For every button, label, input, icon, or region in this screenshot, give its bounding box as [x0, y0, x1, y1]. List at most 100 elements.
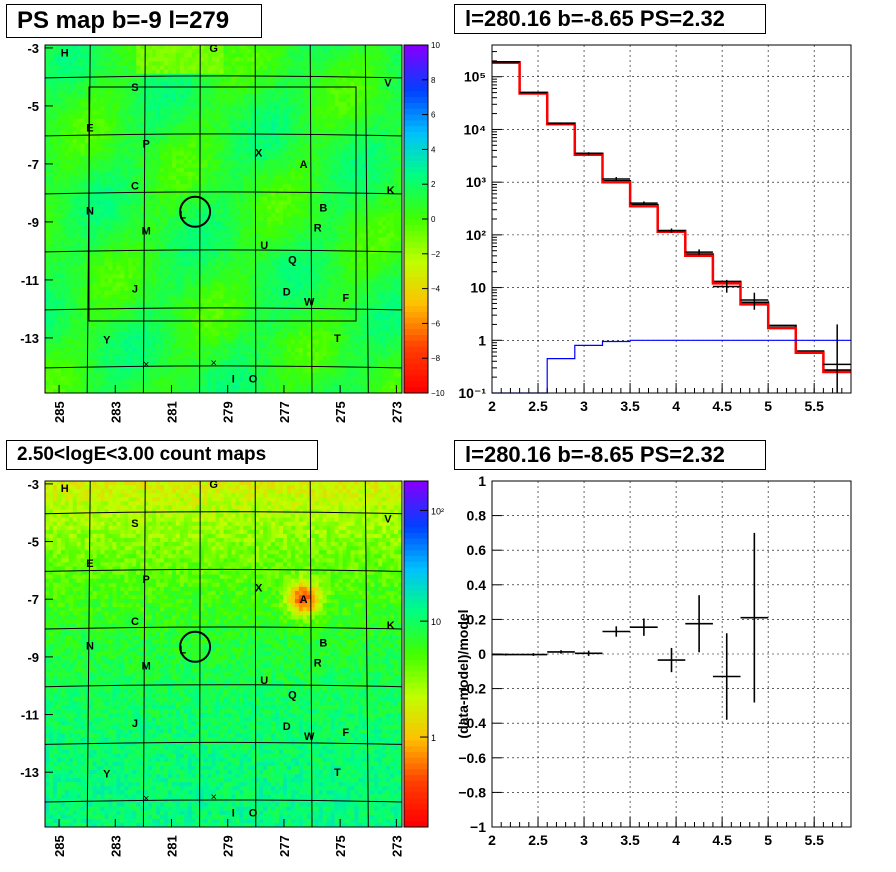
count-map-coordinate-grid [44, 480, 403, 828]
ps-map-roi-box [88, 86, 357, 322]
residual-x-tick-label: 2 [488, 832, 496, 848]
residual-data-point [685, 595, 713, 653]
spectrum-data-point [574, 152, 603, 155]
spectrum-data-point [823, 324, 851, 393]
count-map-source-label: L [179, 645, 186, 657]
ps-map-source-label: E [86, 123, 93, 135]
count-map-source-label: O [249, 808, 258, 820]
ps-map-frame [44, 44, 403, 394]
residual-y-axis-label: (data-model)/model [455, 609, 471, 738]
residual-data-point [630, 618, 658, 636]
ps-map-y-tick-label: -3 [27, 41, 39, 56]
ps-map-source-label: N [86, 205, 94, 217]
residual-y-tick-label: −0.6 [458, 750, 486, 766]
residual-data-point [574, 650, 603, 656]
count-map-source-label: B [319, 637, 327, 649]
count-map-source-label: I [232, 808, 235, 820]
spectrum-x-tick-label: 5.5 [804, 398, 824, 414]
count-map-x-tick-label: 273 [389, 835, 404, 857]
count-map-pixels [45, 481, 403, 828]
spectrum-data-point [712, 279, 741, 293]
residual-x-tick-label: 2.5 [528, 832, 548, 848]
spectrum-x-tick-label: 4.5 [712, 398, 732, 414]
spectrum-data-point [657, 228, 686, 233]
ps-map-pixels [45, 45, 403, 394]
spectrum-x-tick-label: 4 [672, 398, 680, 414]
count-map-x-tick-label: 281 [164, 835, 179, 857]
count-map-colorbar-tick-label: 10 [431, 617, 441, 627]
ps-map-source-label: G [209, 43, 218, 55]
ps-map-colorbar-tick-label: −4 [431, 285, 441, 294]
count-map-source-label: M [142, 661, 151, 673]
ps-map-colorbar-tick-label: −8 [431, 354, 441, 363]
count-map-source-label: F [342, 727, 349, 739]
count-map-source-label: T [334, 767, 341, 779]
ps-map-coordinate-grid [44, 44, 403, 394]
count-map-y-tick-label: -13 [20, 765, 39, 780]
count-map-cross-mark: × [210, 792, 216, 804]
residual-data-point [712, 633, 741, 720]
count-map-source-label: V [384, 513, 392, 525]
count-map-colorbar-tick-label: 10² [431, 506, 444, 516]
ps-map-source-label: W [304, 297, 315, 309]
count-map-y-tick-label: -3 [27, 477, 39, 492]
residual-y-tick-label: 0.8 [467, 508, 487, 524]
ps-map-colorbar-tick-label: −2 [431, 250, 441, 259]
ps-map-y-tick-label: -7 [27, 157, 39, 172]
ps-map-source-label: O [249, 374, 258, 386]
spectrum-x-tick-label: 2.5 [528, 398, 548, 414]
spectrum-data-step-line [492, 61, 851, 372]
ps-map-x-tick-label: 285 [52, 401, 67, 423]
count-map-x-tick-label: 277 [277, 835, 292, 857]
count-map-source-label: S [131, 518, 138, 530]
count-map-colorbar [404, 481, 428, 828]
count-map-y-tick-label: -7 [27, 592, 39, 607]
count-map-source-label: G [209, 479, 218, 491]
spectrum-background-step-line [492, 339, 851, 394]
count-map-source-label: A [300, 594, 308, 606]
ps-map-source-label: X [255, 147, 263, 159]
ps-map-source-label: J [132, 284, 138, 296]
count-map-title: 2.50<logE<3.00 count maps [6, 440, 318, 470]
ps-map-source-label: B [319, 202, 327, 214]
ps-map-y-tick-label: -9 [27, 215, 39, 230]
ps-map-y-tick-label: -11 [21, 273, 39, 288]
residual-x-tick-label: 3 [580, 832, 588, 848]
spectrum-x-tick-label: 5 [764, 398, 772, 414]
ps-map-source-label: H [61, 47, 69, 59]
residual-data-point [657, 647, 686, 673]
residual-y-tick-label: −0.2 [458, 681, 486, 697]
count-map-x-tick-label: 279 [221, 835, 236, 857]
count-map-x-tick-label: 283 [108, 835, 123, 857]
ps-map-colorbar-tick-label: −6 [431, 319, 441, 328]
spectrum-data-point [602, 177, 631, 182]
spectrum-data-point [685, 249, 713, 256]
residual-x-tick-label: 4 [672, 832, 680, 848]
residual-data-point [602, 626, 631, 637]
ps-map-x-tick-label: 273 [389, 401, 404, 423]
residual-data-point [740, 532, 769, 703]
ps-map-source-label: M [142, 226, 151, 238]
ps-map-source-label: S [131, 82, 138, 94]
count-map-y-tick-label: -11 [21, 708, 39, 723]
spectrum-data-point [492, 61, 520, 63]
ps-map-x-tick-label: 277 [277, 401, 292, 423]
ps-map-cross-mark: × [143, 359, 149, 371]
ps-map-colorbar-tick-label: 10 [431, 41, 440, 50]
ps-map-source-label: P [143, 139, 150, 151]
spectrum-y-tick-label: 1 [478, 332, 486, 348]
ps-map-x-tick-label: 281 [164, 401, 179, 423]
count-map-source-label: H [61, 483, 69, 495]
spectrum-y-tick-label: 10⁻¹ [458, 385, 486, 401]
ps-map-source-label: C [131, 181, 139, 193]
residual-y-tick-label: −0.8 [458, 784, 486, 800]
count-map-frame [44, 480, 403, 828]
spectrum-y-tick-label: 10³ [466, 174, 487, 190]
count-map-x-tick-label: 285 [52, 835, 67, 857]
residual-y-tick-label: 1 [478, 473, 486, 489]
count-map-source-label: J [132, 718, 138, 730]
ps-map-x-tick-label: 279 [221, 401, 236, 423]
ps-map-y-tick-label: -13 [20, 331, 39, 346]
count-map-source-label: U [260, 675, 268, 687]
